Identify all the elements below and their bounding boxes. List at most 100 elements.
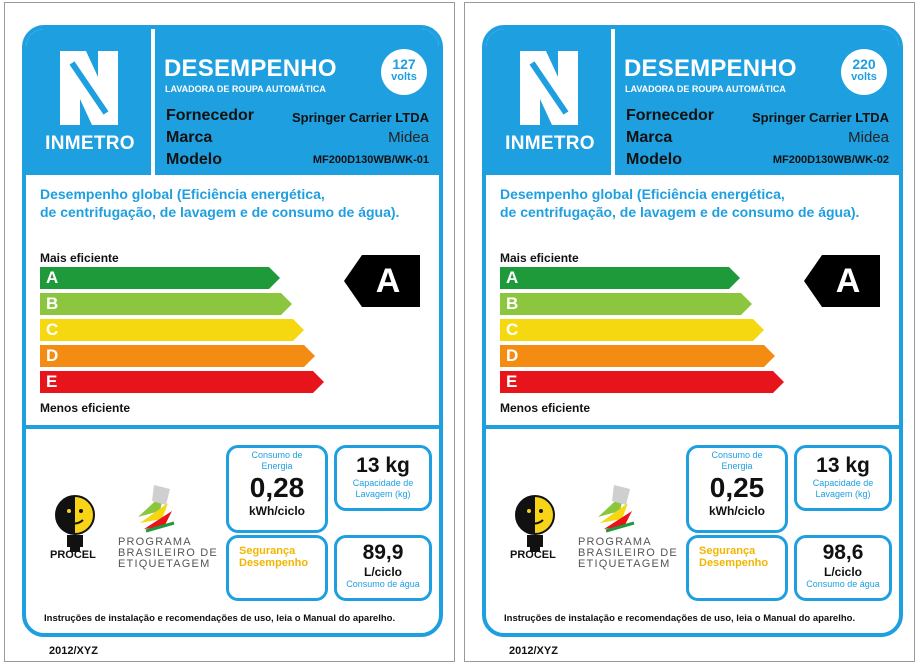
class-e-bar: E: [500, 371, 784, 393]
class-e-bar: E: [40, 371, 324, 393]
label-frame: INMETRO DESEMPENHO LAVADORA DE ROUPA AUT…: [482, 25, 903, 637]
least-efficient-label: Menos eficiente: [500, 401, 591, 415]
energy-label-127v: INMETRO DESEMPENHO LAVADORA DE ROUPA AUT…: [4, 2, 455, 662]
water-value: 89,9: [362, 541, 404, 564]
class-a-bar: A: [500, 267, 740, 289]
safety-line-1: Segurança: [239, 545, 296, 557]
energy-unit: kWh/ciclo: [248, 504, 305, 518]
class-c-bar: C: [500, 319, 764, 341]
class-c-bar: C: [40, 319, 304, 341]
brand-value: Midea: [388, 129, 429, 146]
description-line-1: Desempenho global (Eficiência energética…: [500, 186, 785, 202]
label-subtitle: LAVADORA DE ROUPA AUTOMÁTICA: [625, 84, 786, 94]
energy-value: 0,28: [249, 472, 305, 503]
voltage-badge: 127 volts: [381, 49, 427, 95]
label-header: INMETRO DESEMPENHO LAVADORA DE ROUPA AUT…: [26, 29, 439, 175]
class-d-bar: D: [40, 345, 315, 367]
pbe-line-2: BRASILEIRO DE: [118, 547, 218, 559]
pbe-logo-icon: [138, 485, 175, 533]
procel-bulb-icon: [515, 495, 555, 552]
supplier-value: Springer Carrier LTDA: [291, 110, 429, 125]
procel-label: PROCEL: [510, 549, 556, 561]
capacity-label-line-1: Capacidade de: [352, 478, 414, 488]
label-header: INMETRO DESEMPENHO LAVADORA DE ROUPA AUT…: [486, 29, 899, 175]
model-label: Modelo: [626, 151, 682, 168]
water-unit: L/ciclo: [823, 565, 862, 579]
procel-bulb-icon: [55, 495, 95, 552]
label-code: 2012/XYZ: [509, 645, 558, 657]
safety-line-2: Desempenho: [699, 557, 769, 569]
section-divider: [26, 425, 439, 429]
water-consumption-box: 98,6 L/ciclo Consumo de água: [794, 535, 892, 601]
description-line-1: Desempenho global (Eficiência energética…: [40, 186, 325, 202]
safety-line-1: Segurança: [699, 545, 756, 557]
energy-title-line-1: Consumo de: [251, 450, 303, 460]
pbe-label: PROGRAMA BRASILEIRO DE ETIQUETAGEM: [118, 537, 218, 570]
energy-label-220v: INMETRO DESEMPENHO LAVADORA DE ROUPA AUT…: [464, 2, 915, 662]
model-label: Modelo: [166, 151, 222, 168]
supplier-label: Fornecedor: [166, 107, 255, 124]
global-performance-description: Desempenho global (Eficiência energética…: [40, 185, 432, 221]
pbe-line-3: ETIQUETAGEM: [578, 558, 671, 570]
least-efficient-label: Menos eficiente: [40, 401, 131, 415]
capacity-label-line-2: Lavagem (kg): [815, 489, 871, 499]
model-value: MF200D130WB/WK-01: [312, 154, 429, 166]
inmetro-logo-icon: [520, 51, 578, 125]
label-subtitle: LAVADORA DE ROUPA AUTOMÁTICA: [165, 84, 326, 94]
footer-instructions: Instruções de instalação e recomendações…: [504, 613, 856, 624]
pbe-logo-icon: [598, 485, 635, 533]
rating-indicator: A: [344, 255, 420, 307]
label-title: DESEMPENHO: [624, 55, 797, 82]
voltage-value: 220: [852, 56, 876, 72]
section-divider: [486, 425, 899, 429]
energy-title-line-2: Energia: [721, 461, 753, 471]
energy-consumption-box: Consumo de Energia 0,28 kWh/ciclo: [226, 445, 328, 533]
water-label: Consumo de água: [346, 579, 420, 589]
capacity-box: 13 kg Capacidade de Lavagem (kg): [334, 445, 432, 511]
pbe-label: PROGRAMA BRASILEIRO DE ETIQUETAGEM: [578, 537, 678, 570]
safety-performance-box: Segurança Desempenho: [226, 535, 328, 601]
most-efficient-label: Mais eficiente: [500, 251, 579, 265]
label-frame: INMETRO DESEMPENHO LAVADORA DE ROUPA AUT…: [22, 25, 443, 637]
capacity-label-line-1: Capacidade de: [812, 478, 874, 488]
voltage-unit: volts: [391, 71, 417, 83]
pbe-line-2: BRASILEIRO DE: [578, 547, 678, 559]
model-value: MF200D130WB/WK-02: [772, 154, 889, 166]
footer-instructions: Instruções de instalação e recomendações…: [44, 613, 396, 624]
label-title: DESEMPENHO: [164, 55, 337, 82]
capacity-box: 13 kg Capacidade de Lavagem (kg): [794, 445, 892, 511]
most-efficient-label: Mais eficiente: [40, 251, 119, 265]
voltage-badge: 220 volts: [841, 49, 887, 95]
header-divider: [611, 29, 615, 175]
energy-title-line-2: Energia: [261, 461, 293, 471]
water-value: 98,6: [822, 541, 864, 564]
class-a-bar: A: [40, 267, 280, 289]
description-line-2: de centrifugação, de lavagem e de consum…: [500, 204, 860, 220]
class-b-bar: B: [500, 293, 752, 315]
energy-title-line-1: Consumo de: [711, 450, 763, 460]
supplier-value: Springer Carrier LTDA: [751, 110, 889, 125]
energy-consumption-box: Consumo de Energia 0,25 kWh/ciclo: [686, 445, 788, 533]
label-code: 2012/XYZ: [49, 645, 98, 657]
description-line-2: de centrifugação, de lavagem e de consum…: [40, 204, 400, 220]
class-b-bar: B: [40, 293, 292, 315]
brand-label: Marca: [166, 129, 213, 146]
inmetro-logo-text: INMETRO: [45, 133, 135, 154]
energy-unit: kWh/ciclo: [708, 504, 765, 518]
safety-performance-box: Segurança Desempenho: [686, 535, 788, 601]
capacity-value: 13 kg: [356, 454, 410, 477]
water-unit: L/ciclo: [363, 565, 402, 579]
supplier-label: Fornecedor: [626, 107, 715, 124]
pbe-line-1: PROGRAMA: [118, 536, 192, 548]
brand-label: Marca: [626, 129, 673, 146]
brand-value: Midea: [848, 129, 889, 146]
pbe-line-3: ETIQUETAGEM: [118, 558, 211, 570]
inmetro-logo-icon: [60, 51, 118, 125]
safety-line-2: Desempenho: [239, 557, 309, 569]
energy-value: 0,25: [709, 472, 765, 503]
capacity-value: 13 kg: [816, 454, 870, 477]
procel-label: PROCEL: [50, 549, 96, 561]
rating-indicator: A: [804, 255, 880, 307]
header-divider: [151, 29, 155, 175]
global-performance-description: Desempenho global (Eficiência energética…: [500, 185, 892, 221]
